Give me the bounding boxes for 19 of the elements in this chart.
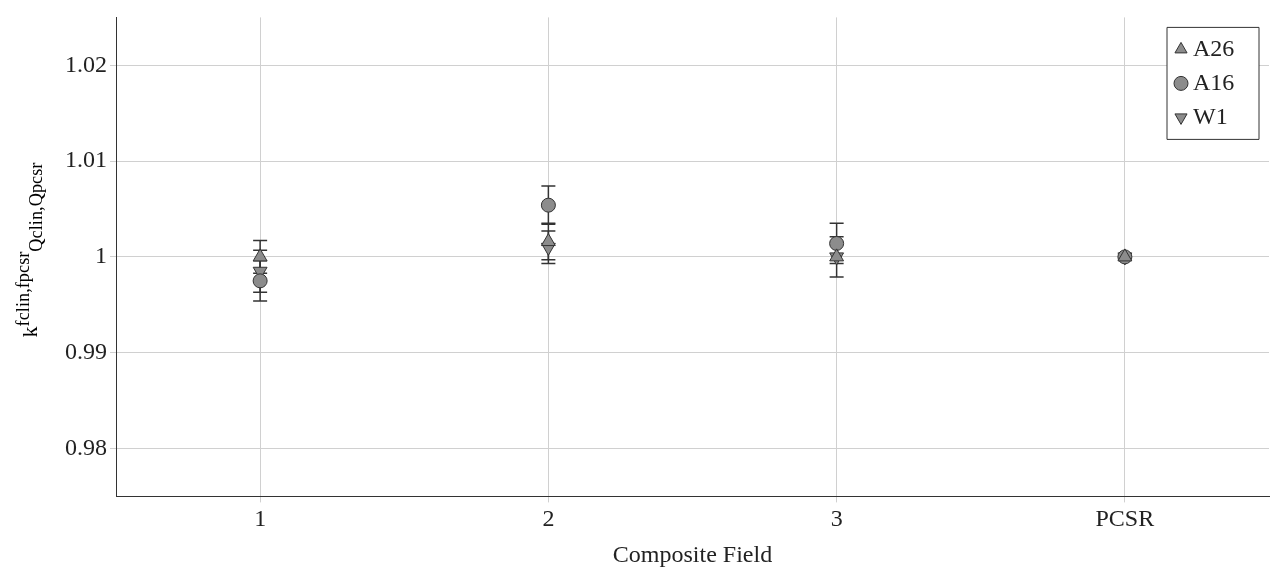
y-tick-label: 0.98: [65, 433, 107, 460]
point: [540, 197, 556, 213]
x-tick-label: 1: [254, 505, 267, 532]
point: [829, 248, 845, 262]
point: [829, 235, 845, 251]
y-tick-label: 1.01: [65, 146, 107, 173]
x-tick-label: 2: [542, 505, 555, 532]
legend-label: W1: [1193, 102, 1228, 129]
legend-label: A26: [1193, 34, 1235, 61]
point: [252, 273, 268, 289]
x-axis-title: Composite Field: [612, 540, 773, 567]
y-tick-label: 0.99: [65, 338, 107, 364]
x-tick-label: PCSR: [1095, 505, 1155, 532]
x-tick-label: 3: [830, 505, 843, 532]
y-tick-label: 1.02: [65, 50, 107, 77]
y-tick-label: 1: [95, 242, 107, 269]
point: [252, 248, 268, 262]
point: [540, 233, 556, 247]
legend-label: A16: [1193, 68, 1235, 95]
